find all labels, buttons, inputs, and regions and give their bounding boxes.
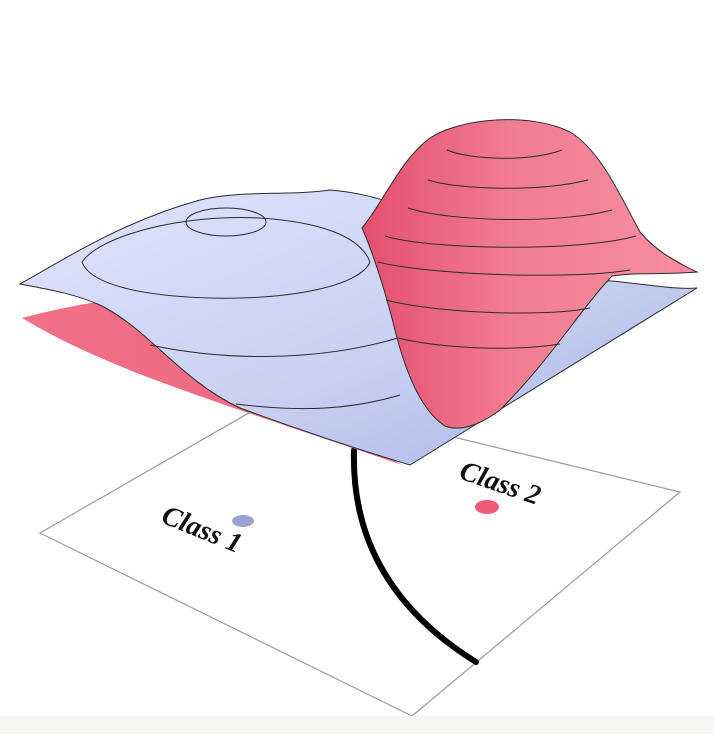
class-1-marker bbox=[232, 515, 254, 527]
blue-contour-3 bbox=[149, 337, 399, 358]
pink-contour-6 bbox=[385, 299, 591, 314]
class-2-density-peak bbox=[361, 119, 699, 429]
pink-contour-4 bbox=[384, 235, 637, 248]
pink-contour-2 bbox=[427, 179, 589, 189]
blue-contour-2 bbox=[81, 217, 371, 299]
blue-contour-top bbox=[185, 207, 267, 237]
ground-plane-square bbox=[38, 394, 682, 717]
decision-boundary bbox=[350, 447, 479, 665]
pink-contour-3 bbox=[407, 207, 613, 221]
ground-plane: Class 1 Class 2 bbox=[38, 394, 682, 717]
pink-contour-1 bbox=[446, 149, 563, 159]
class-2-marker bbox=[475, 500, 499, 514]
pink-peak bbox=[361, 119, 699, 429]
pink-contour-5 bbox=[377, 261, 631, 276]
bottom-strip bbox=[0, 716, 714, 734]
blue-contour-4 bbox=[235, 394, 401, 410]
pink-contour-7 bbox=[397, 337, 561, 349]
